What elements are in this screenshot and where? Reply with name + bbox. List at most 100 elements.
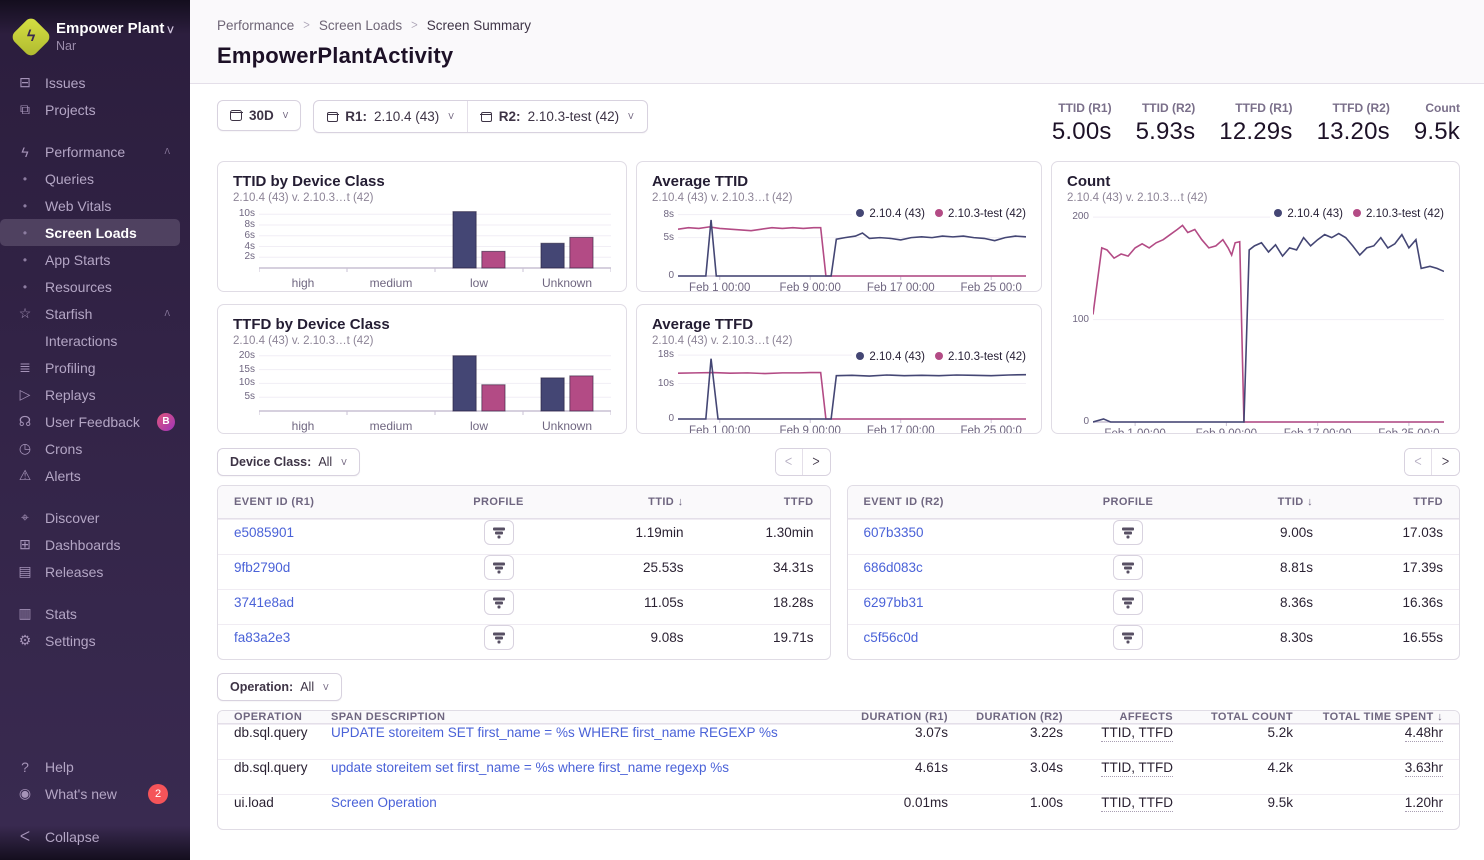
event-id-link[interactable]: fa83a2e3 <box>234 630 291 645</box>
line-series-2-10-3-test-42[interactable] <box>1093 225 1444 422</box>
sidebar-item-projects[interactable]: ⧉ Projects <box>0 96 182 123</box>
legend-item-2-10-3-test-42[interactable]: 2.10.3-test (42) <box>935 351 1026 363</box>
column-header-ttfd[interactable]: TTFD <box>1413 496 1443 508</box>
column-header-ttid[interactable]: TTID ↓ <box>648 496 684 508</box>
sidebar-item-discover[interactable]: ⌖ Discover <box>0 504 182 531</box>
bar-unknown-r2[interactable] <box>570 237 593 268</box>
breadcrumb-screen-loads[interactable]: Screen Loads <box>318 18 403 33</box>
sidebar-item-profiling[interactable]: ≣ Profiling <box>0 354 182 381</box>
column-header-duration-r1[interactable]: DURATION (R1) <box>861 711 948 723</box>
sidebar-item-label: Settings <box>45 632 96 649</box>
sidebar-item-performance[interactable]: ϟ Performance ᐱ <box>0 138 182 165</box>
bar-low-r2[interactable] <box>482 251 505 268</box>
line-series-2-10-4-43[interactable] <box>678 220 1026 276</box>
sidebar-item-releases[interactable]: ▤ Releases <box>0 558 182 585</box>
sidebar-item-replays[interactable]: ▷ Replays <box>0 381 182 408</box>
sidebar-item-web-vitals[interactable]: • Web Vitals <box>0 192 182 219</box>
chart-card-average-ttid: Average TTID 2.10.4 (43) v. 2.10.3…t (42)… <box>636 161 1042 292</box>
plot: Feb 1 00:00 Feb 9 00:00 Feb 17 00:00 Feb 25… <box>678 351 1026 433</box>
span-description-link[interactable]: UPDATE storeitem SET first_name = %s WHE… <box>331 725 778 740</box>
total-time-spent-link[interactable]: 4.48hr <box>1404 725 1443 742</box>
column-header-profile[interactable]: PROFILE <box>473 496 524 508</box>
x-axis-labels: Feb 1 00:00 Feb 9 00:00 Feb 17 00:00 Feb 25… <box>678 282 1026 291</box>
profile-button[interactable] <box>483 555 514 580</box>
legend-item-2-10-4-43[interactable]: 2.10.4 (43) <box>856 351 925 363</box>
next-page-button[interactable]: ᐳ <box>802 449 830 475</box>
bar-unknown-r2[interactable] <box>570 376 593 411</box>
sidebar-item-interactions[interactable]: Interactions <box>0 327 182 354</box>
date-range-selector[interactable]: 30D ᐯ <box>217 100 302 131</box>
org-switcher[interactable]: ϟ Empower Plant ᐯ Nar <box>0 14 190 67</box>
column-header-duration-r2[interactable]: DURATION (R2) <box>976 711 1063 723</box>
event-id-link[interactable]: 607b3350 <box>863 525 924 540</box>
bar-unknown-r1[interactable] <box>541 243 564 268</box>
line-series-2-10-3-test-42[interactable] <box>678 227 1026 276</box>
sidebar-item-issues[interactable]: ⊟ Issues <box>0 69 182 96</box>
bar-unknown-r1[interactable] <box>541 378 564 411</box>
column-header-affects[interactable]: AFFECTS <box>1119 711 1173 723</box>
legend-item-2-10-3-test-42[interactable]: 2.10.3-test (42) <box>935 208 1026 220</box>
sidebar-item-crons[interactable]: ◷ Crons <box>0 435 182 462</box>
prev-page-button[interactable]: ᐸ <box>1405 449 1432 475</box>
legend-item-2-10-4-43[interactable]: 2.10.4 (43) <box>1274 208 1343 220</box>
column-header-ttfd[interactable]: TTFD <box>783 496 814 508</box>
event-id-link[interactable]: c5f56c0d <box>863 630 919 645</box>
profile-button[interactable] <box>1113 555 1143 580</box>
total-time-spent-link[interactable]: 1.20hr <box>1404 795 1443 812</box>
legend-item-2-10-3-test-42[interactable]: 2.10.3-test (42) <box>1353 208 1444 220</box>
bar-low-r1[interactable] <box>453 356 476 411</box>
sidebar-item-stats[interactable]: ▥ Stats <box>0 600 182 627</box>
sidebar-item-resources[interactable]: • Resources <box>0 273 182 300</box>
legend-item-2-10-4-43[interactable]: 2.10.4 (43) <box>856 208 925 220</box>
column-header-ttid[interactable]: TTID ↓ <box>1277 496 1313 508</box>
event-id-link[interactable]: 9fb2790d <box>234 560 291 575</box>
event-id-link[interactable]: 686d083c <box>863 560 923 575</box>
line-series-2-10-4-43[interactable] <box>1093 234 1444 422</box>
sidebar-item-starfish[interactable]: ☆ Starfish ᐱ <box>0 300 182 327</box>
sidebar-item-screen-loads[interactable]: • Screen Loads <box>0 219 180 246</box>
column-header-operation[interactable]: OPERATION <box>234 711 303 723</box>
operation-filter[interactable]: Operation: All ᐯ <box>217 673 342 701</box>
sidebar-item-dashboards[interactable]: ⊞ Dashboards <box>0 531 182 558</box>
event-id-link[interactable]: e5085901 <box>234 525 295 540</box>
sidebar-item-settings[interactable]: ⚙ Settings <box>0 627 182 654</box>
sidebar-item-alerts[interactable]: ⚠ Alerts <box>0 462 182 489</box>
prev-page-button[interactable]: ᐸ <box>775 449 803 475</box>
release-r2-selector[interactable]: R2: 2.10.3-test (42) ᐯ <box>466 101 647 132</box>
sidebar-item-queries[interactable]: • Queries <box>0 165 182 192</box>
profile-button[interactable] <box>1113 520 1143 545</box>
collapse-button[interactable]: ᐸ Collapse <box>0 823 182 850</box>
event-id-link[interactable]: 3741e8ad <box>234 595 295 610</box>
sidebar-item-help[interactable]: ? Help <box>0 753 182 780</box>
bar-low-r2[interactable] <box>482 385 505 411</box>
column-header-profile[interactable]: PROFILE <box>1102 496 1154 508</box>
span-description-link[interactable]: Screen Operation <box>331 795 437 810</box>
profile-button[interactable] <box>483 590 514 615</box>
event-id-link[interactable]: 6297bb31 <box>863 595 924 610</box>
bar-low-r1[interactable] <box>453 212 476 268</box>
release-r1-selector[interactable]: R1: 2.10.4 (43) ᐯ <box>314 101 467 132</box>
sidebar-item-what-s-new[interactable]: ◉ What's new 2 <box>0 780 182 807</box>
profile-button[interactable] <box>483 520 514 545</box>
chart-plot-area: 0 10s 18s Feb 1 00:00 Feb 9 00:00 Feb 17 00:0… <box>652 350 1026 433</box>
sidebar-item-user-feedback[interactable]: ☊ User Feedback B <box>0 408 182 435</box>
column-header-span-description[interactable]: SPAN DESCRIPTION <box>331 711 446 723</box>
y-tick-label: 10s <box>238 208 255 220</box>
column-header-total-time-spent[interactable]: TOTAL TIME SPENT ↓ <box>1322 711 1443 723</box>
line-series-2-10-3-test-42[interactable] <box>678 373 1026 419</box>
sidebar-item-app-starts[interactable]: • App Starts <box>0 246 182 273</box>
next-page-button[interactable]: ᐳ <box>1432 449 1459 475</box>
device-class-filter[interactable]: Device Class: All ᐯ <box>217 448 360 476</box>
breadcrumb-performance[interactable]: Performance <box>217 18 295 33</box>
profile-button[interactable] <box>483 625 514 650</box>
span-description-link[interactable]: update storeitem set first_name = %s whe… <box>331 760 730 775</box>
total-time-spent-link[interactable]: 3.63hr <box>1404 760 1443 777</box>
performance-icon: ϟ <box>21 143 29 160</box>
sidebar-item-label: What's new <box>45 785 117 802</box>
column-header-event-id-r1[interactable]: EVENT ID (R1) <box>234 496 315 508</box>
column-header-total-count[interactable]: TOTAL COUNT <box>1210 711 1293 723</box>
column-header-event-id-r2[interactable]: EVENT ID (R2) <box>863 496 944 508</box>
profile-button[interactable] <box>1113 625 1143 650</box>
profile-button[interactable] <box>1113 590 1143 615</box>
line-series-2-10-4-43[interactable] <box>678 359 1026 419</box>
